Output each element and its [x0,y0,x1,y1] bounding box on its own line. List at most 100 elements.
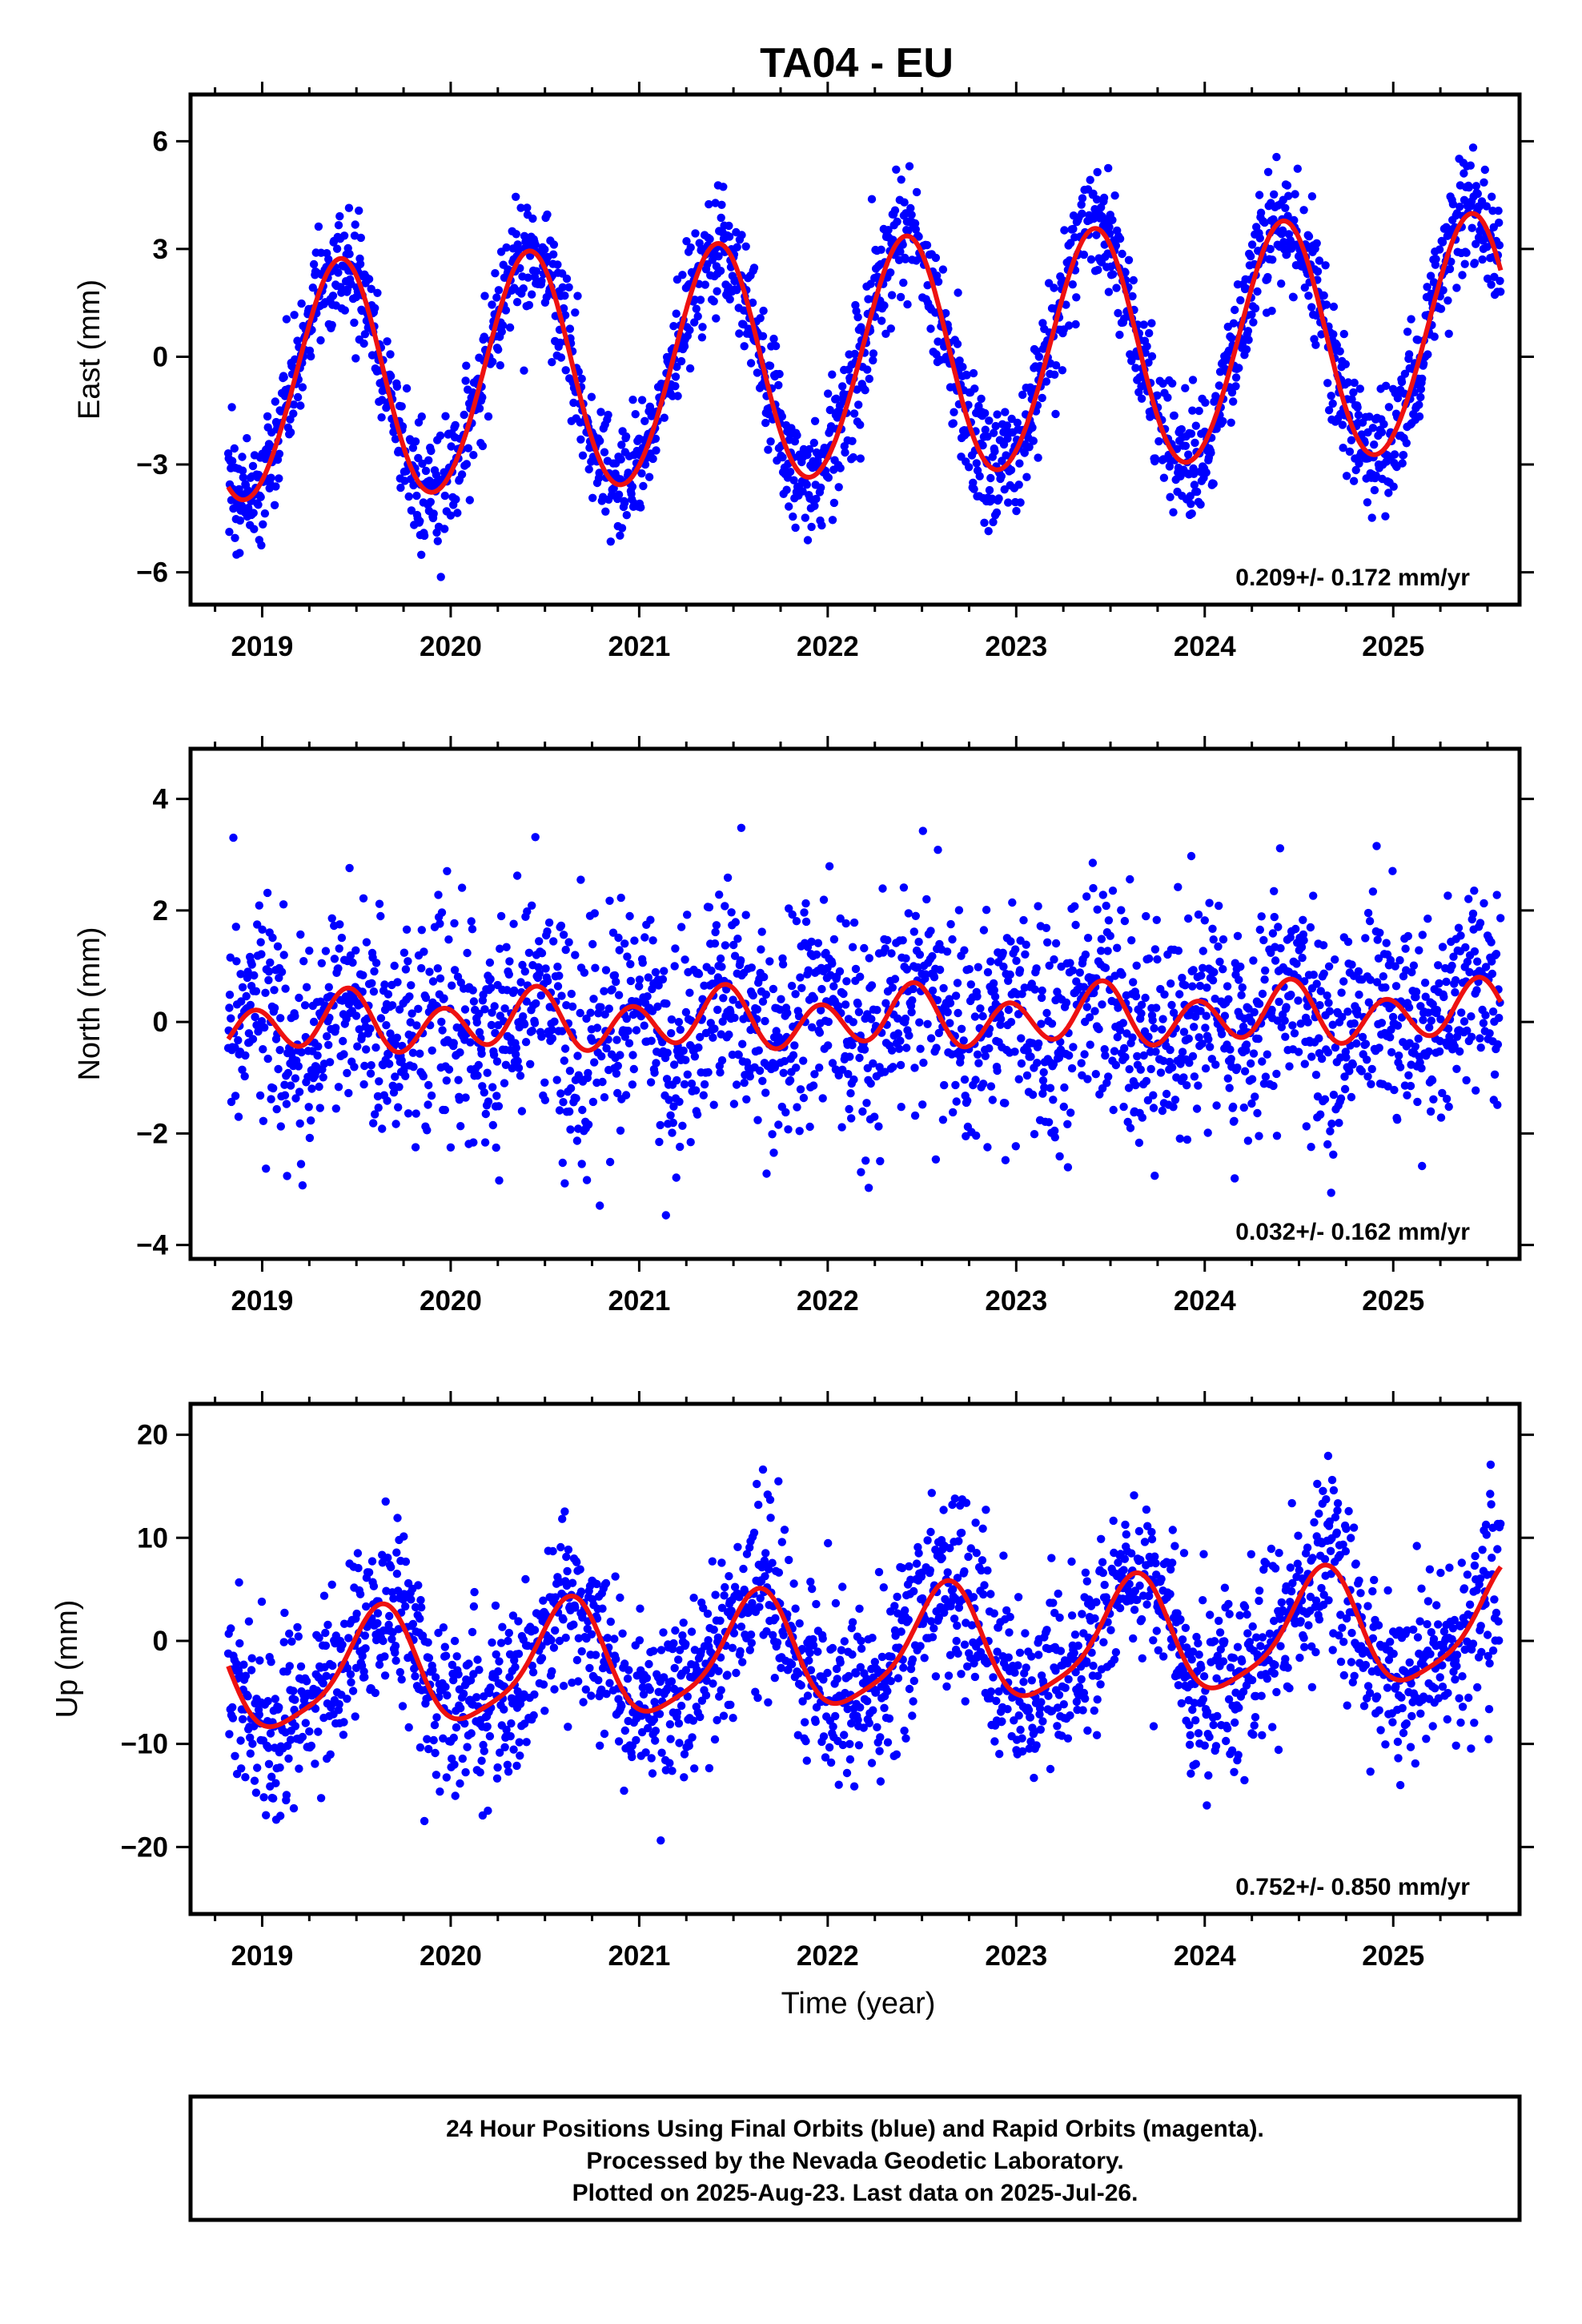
data-point [1177,424,1186,434]
data-point [1159,1056,1168,1066]
data-point [335,1699,343,1709]
data-point [1403,931,1413,941]
x-tick-label: 2019 [231,631,294,662]
data-point [1060,226,1069,235]
data-point [782,485,791,494]
data-point [1169,508,1178,517]
data-point [1319,941,1328,950]
data-point [969,368,978,378]
data-point [526,1059,535,1069]
data-point [355,206,363,215]
data-point [1014,1075,1023,1084]
data-point [654,981,663,990]
data-point [1256,208,1266,217]
data-point [346,951,355,960]
data-point [1178,1047,1187,1056]
data-point [951,1080,960,1090]
data-point [1352,1039,1361,1048]
data-point [799,1056,808,1065]
data-point [251,1788,261,1797]
data-point [886,324,896,333]
data-point [1315,1001,1324,1010]
data-point [1247,240,1257,249]
data-point [255,1656,264,1665]
data-point [359,1080,368,1089]
data-point [560,1179,569,1188]
data-point [293,336,302,345]
data-point [694,970,704,979]
data-point [282,1791,291,1799]
data-point [276,1811,285,1820]
data-point [1432,1006,1442,1015]
data-point [1166,1045,1174,1055]
data-point [1249,1049,1259,1058]
data-point [651,434,661,443]
data-point [869,349,878,358]
data-point [436,1787,444,1796]
data-point [227,1014,235,1023]
data-point [990,992,1000,1001]
data-point [1365,917,1375,926]
data-point [1209,479,1218,489]
data-point [983,967,993,977]
data-point [537,276,546,286]
x-tick-label: 2023 [985,1285,1047,1317]
data-point [990,447,999,456]
data-point [301,1719,310,1727]
data-point [866,1079,875,1088]
data-point [761,418,770,428]
data-point [559,1098,568,1107]
data-point [1481,1011,1490,1019]
data-point [656,1120,665,1130]
data-point [1094,265,1102,275]
data-point [850,349,859,359]
data-point [989,517,998,527]
data-point [829,935,839,944]
data-point [571,951,580,959]
data-point [1434,961,1443,970]
data-point [753,1005,762,1014]
data-point [1108,270,1118,279]
data-point [531,240,540,249]
data-point [1364,998,1374,1007]
data-point [697,333,707,342]
data-point [1267,307,1276,316]
data-point [1050,955,1058,964]
data-point [1125,1065,1134,1074]
data-point [389,428,398,436]
data-point [1202,1011,1211,1020]
data-point [1388,866,1397,875]
data-point [327,320,336,330]
data-point [1089,883,1098,893]
data-point [1191,438,1199,448]
data-point [411,1143,420,1152]
data-point [970,384,979,393]
data-point [648,454,657,464]
data-point [437,908,447,917]
data-point [463,948,472,958]
data-point [1238,983,1247,992]
data-point [420,947,428,956]
data-point [893,1029,903,1038]
x-tick-label: 2020 [420,631,482,662]
data-point [344,1634,353,1642]
data-point [614,933,623,943]
data-point [417,1603,426,1612]
data-point [322,1671,331,1680]
data-point [851,964,861,974]
data-point [1261,966,1270,975]
data-point [291,1074,300,1083]
data-point [849,1018,858,1027]
data-point [748,298,757,308]
data-point [1460,169,1468,178]
data-point [1464,183,1474,192]
data-point [424,1080,433,1090]
data-point [375,1660,384,1669]
data-point [853,999,862,1008]
data-point [970,485,978,493]
data-point [1195,981,1205,991]
data-point [548,358,556,367]
x-tick-label: 2019 [231,1285,294,1317]
data-point [417,412,426,421]
data-point [456,1048,464,1057]
